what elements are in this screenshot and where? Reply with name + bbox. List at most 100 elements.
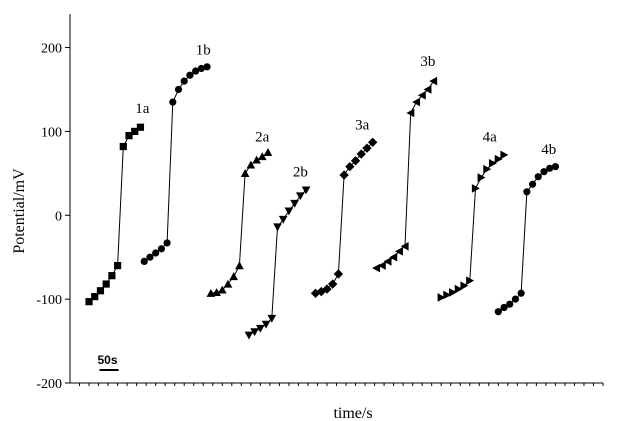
series-3b xyxy=(372,76,438,273)
data-point xyxy=(91,293,99,301)
y-tick-label: 100 xyxy=(41,125,62,140)
data-point xyxy=(169,98,177,106)
data-point xyxy=(192,67,200,75)
labels-layer: 1a 1b 2a 2b 3a 3b 4a 4b xyxy=(135,42,556,180)
data-point xyxy=(517,289,525,297)
data-point xyxy=(406,108,415,118)
data-point xyxy=(229,272,239,281)
data-point xyxy=(449,288,457,297)
data-point xyxy=(506,300,514,308)
data-point xyxy=(389,252,398,262)
data-point xyxy=(362,143,372,153)
y-tick-label: -200 xyxy=(36,377,62,392)
scale-bar-label: 50s xyxy=(98,353,118,367)
curve-label: 1a xyxy=(135,101,150,117)
data-point xyxy=(246,160,256,169)
data-point xyxy=(152,249,160,257)
data-point xyxy=(523,188,531,196)
data-point xyxy=(383,257,392,266)
series-2a xyxy=(206,148,273,297)
data-point xyxy=(471,184,480,193)
data-point xyxy=(96,287,105,295)
data-point xyxy=(212,288,221,297)
data-point xyxy=(257,152,267,161)
data-point xyxy=(261,320,271,329)
data-point xyxy=(394,247,403,256)
data-point xyxy=(500,303,508,312)
data-point xyxy=(310,288,321,298)
data-point xyxy=(163,239,171,247)
series-line-1b xyxy=(143,66,208,262)
data-point xyxy=(217,285,227,294)
data-point xyxy=(284,207,294,216)
data-point xyxy=(540,168,548,176)
data-point xyxy=(466,276,475,286)
data-point xyxy=(400,241,409,251)
data-point xyxy=(157,245,165,253)
series-line-3b xyxy=(376,80,435,269)
data-point xyxy=(454,284,463,294)
y-tick-label: 0 xyxy=(55,209,62,224)
data-point xyxy=(301,186,311,195)
data-point xyxy=(423,85,432,94)
data-point xyxy=(412,97,421,107)
data-point xyxy=(367,137,378,147)
data-point xyxy=(356,149,366,159)
data-point xyxy=(125,132,133,140)
series-line-2b xyxy=(248,189,307,336)
data-point xyxy=(290,199,299,208)
series-line-2a xyxy=(210,151,269,294)
data-point xyxy=(488,158,497,168)
data-point xyxy=(483,164,492,174)
x-axis-title: time/s xyxy=(333,405,372,421)
data-point xyxy=(460,281,469,291)
series-1a xyxy=(85,123,145,306)
data-point xyxy=(296,192,305,201)
y-axis-title: Potential/mV xyxy=(11,168,28,254)
data-point xyxy=(429,76,438,86)
data-point xyxy=(102,280,110,288)
axes: -200 -100 0 100 200 50s xyxy=(36,14,604,392)
curve-label: 4a xyxy=(483,129,498,145)
data-point xyxy=(180,77,188,85)
data-point xyxy=(494,308,502,316)
data-point xyxy=(108,272,116,280)
data-point xyxy=(333,269,344,279)
data-point xyxy=(136,123,145,131)
data-point xyxy=(350,156,361,166)
data-point xyxy=(223,279,233,288)
series-1b xyxy=(140,63,211,265)
data-point xyxy=(244,331,254,340)
curve-label: 2b xyxy=(293,165,308,181)
data-point xyxy=(203,63,211,71)
data-point xyxy=(140,257,148,265)
data-point xyxy=(322,284,332,294)
curve-label: 3a xyxy=(355,118,370,134)
data-point xyxy=(273,223,282,232)
data-point xyxy=(267,314,277,323)
data-point xyxy=(263,148,273,156)
data-point xyxy=(131,127,139,136)
series-line-4a xyxy=(440,154,505,298)
data-point xyxy=(372,263,381,273)
data-point xyxy=(534,173,542,181)
data-point xyxy=(551,163,560,171)
data-point xyxy=(113,261,122,270)
data-point xyxy=(339,170,349,180)
data-point xyxy=(252,155,261,164)
series-4a xyxy=(437,150,509,302)
data-point xyxy=(546,164,554,172)
data-point xyxy=(256,324,265,333)
data-point xyxy=(146,253,154,261)
y-tick-label: 200 xyxy=(41,42,62,57)
series-3a xyxy=(310,137,378,298)
data-point xyxy=(197,64,205,73)
data-point xyxy=(443,290,452,300)
y-tick-label: -100 xyxy=(36,293,62,308)
data-point xyxy=(511,295,520,303)
curve-label: 2a xyxy=(255,129,270,145)
series-4b xyxy=(494,163,560,316)
data-point xyxy=(417,91,426,100)
data-point xyxy=(119,142,127,151)
data-point xyxy=(250,328,259,337)
